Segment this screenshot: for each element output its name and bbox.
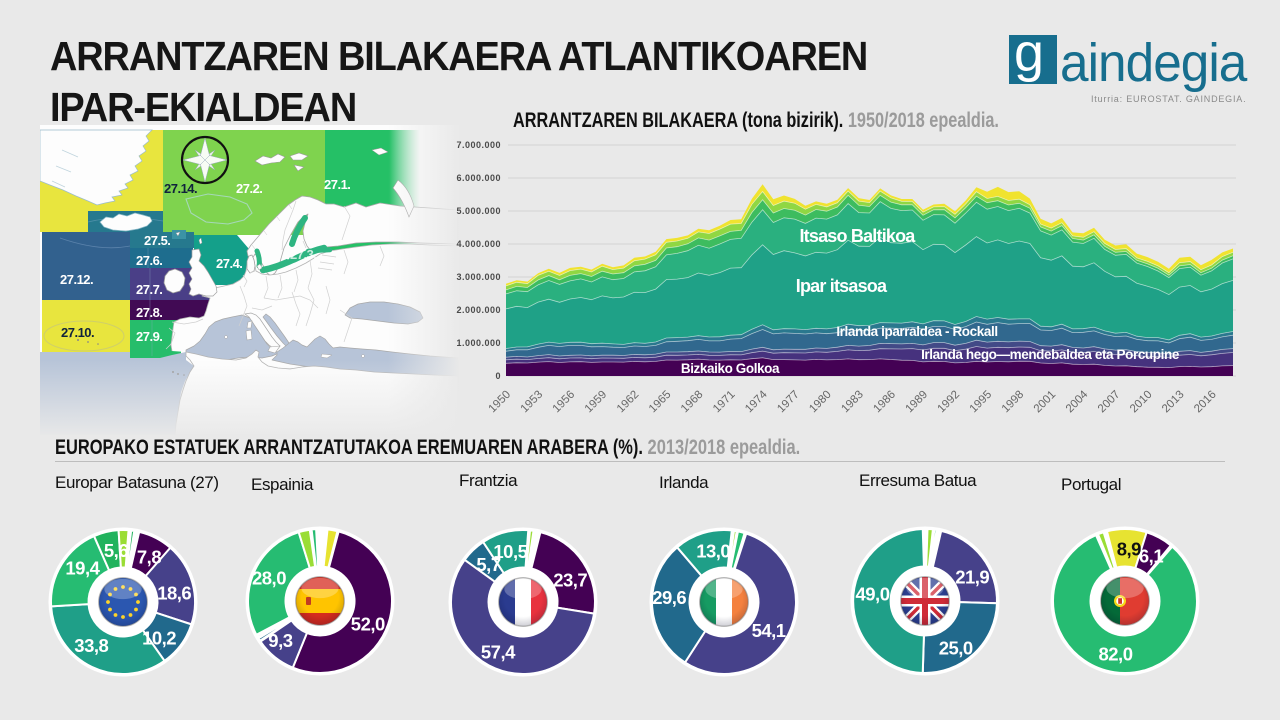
svg-text:27.9.: 27.9. [136, 329, 162, 344]
svg-text:1974: 1974 [743, 388, 770, 415]
svg-text:1980: 1980 [807, 389, 834, 416]
svg-text:54,1: 54,1 [752, 620, 786, 641]
svg-text:28,0: 28,0 [252, 568, 286, 589]
svg-text:Irlanda hego—mendebaldea eta P: Irlanda hego—mendebaldea eta Porcupine [921, 347, 1180, 362]
svg-text:25,0: 25,0 [939, 637, 973, 658]
svg-text:1956: 1956 [551, 389, 578, 416]
svg-text:21,9: 21,9 [955, 566, 989, 587]
svg-text:49,0: 49,0 [855, 583, 889, 604]
svg-text:Itsaso Baltikoa: Itsaso Baltikoa [799, 226, 916, 246]
svg-text:2007: 2007 [1096, 389, 1123, 416]
svg-text:1983: 1983 [839, 389, 866, 416]
svg-text:6.000.000: 6.000.000 [456, 173, 501, 183]
svg-text:27.3.: 27.3. [290, 247, 316, 262]
svg-text:5.000.000: 5.000.000 [456, 206, 501, 216]
svg-text:Irlanda iparraldea - Rockall: Irlanda iparraldea - Rockall [836, 324, 997, 339]
svg-text:1989: 1989 [904, 389, 931, 416]
svg-text:1950: 1950 [487, 389, 514, 416]
svg-text:3.000.000: 3.000.000 [456, 272, 501, 282]
svg-text:1.000.000: 1.000.000 [456, 338, 501, 348]
svg-text:5,7: 5,7 [476, 554, 500, 575]
svg-text:1965: 1965 [647, 389, 674, 416]
svg-text:7.000.000: 7.000.000 [456, 140, 501, 150]
svg-text:27.1.: 27.1. [324, 177, 350, 192]
svg-text:2004: 2004 [1064, 388, 1091, 415]
svg-text:27.5.: 27.5. [144, 233, 170, 248]
svg-text:1995: 1995 [968, 389, 995, 416]
svg-text:2013: 2013 [1160, 389, 1187, 416]
svg-text:27.12.: 27.12. [60, 272, 93, 287]
svg-text:9,3: 9,3 [268, 630, 292, 651]
svg-text:1953: 1953 [519, 389, 546, 416]
svg-text:33,8: 33,8 [74, 635, 108, 656]
svg-text:8,9: 8,9 [1117, 539, 1141, 560]
svg-text:10,2: 10,2 [142, 628, 176, 649]
svg-text:19,4: 19,4 [65, 557, 100, 578]
svg-text:52,0: 52,0 [351, 613, 385, 634]
svg-text:1968: 1968 [679, 389, 706, 416]
svg-text:7,8: 7,8 [137, 547, 161, 568]
svg-text:27.6.: 27.6. [136, 253, 162, 268]
svg-text:27.2.: 27.2. [236, 181, 262, 196]
svg-text:6,1: 6,1 [1139, 546, 1163, 567]
svg-text:1977: 1977 [775, 389, 802, 416]
svg-text:1959: 1959 [583, 389, 610, 416]
svg-text:1998: 1998 [1000, 389, 1027, 416]
svg-text:2016: 2016 [1192, 389, 1219, 416]
svg-text:10,5: 10,5 [493, 541, 527, 562]
svg-text:2010: 2010 [1128, 389, 1155, 416]
svg-text:4.000.000: 4.000.000 [456, 239, 501, 249]
svg-text:18,6: 18,6 [157, 583, 191, 604]
svg-text:1986: 1986 [871, 389, 898, 416]
svg-text:2001: 2001 [1032, 389, 1059, 416]
svg-text:82,0: 82,0 [1098, 644, 1132, 665]
svg-text:27.7.: 27.7. [136, 282, 162, 297]
svg-text:1971: 1971 [711, 389, 738, 416]
svg-text:0: 0 [495, 371, 501, 381]
svg-text:13,0: 13,0 [696, 541, 730, 562]
svg-text:27.4.: 27.4. [216, 256, 242, 271]
svg-text:27.8.: 27.8. [136, 305, 162, 320]
svg-text:Ipar itsasoa: Ipar itsasoa [796, 276, 888, 296]
svg-text:23,7: 23,7 [553, 570, 587, 591]
svg-text:27.10.: 27.10. [61, 325, 94, 340]
svg-text:27.14.: 27.14. [164, 181, 197, 196]
svg-text:1962: 1962 [615, 389, 642, 416]
svg-text:1992: 1992 [936, 389, 963, 416]
svg-text:5,6: 5,6 [104, 540, 128, 561]
svg-text:Bizkaiko Golkoa: Bizkaiko Golkoa [681, 361, 780, 376]
svg-text:2.000.000: 2.000.000 [456, 305, 501, 315]
svg-text:57,4: 57,4 [481, 642, 516, 663]
svg-text:29,6: 29,6 [652, 587, 686, 608]
